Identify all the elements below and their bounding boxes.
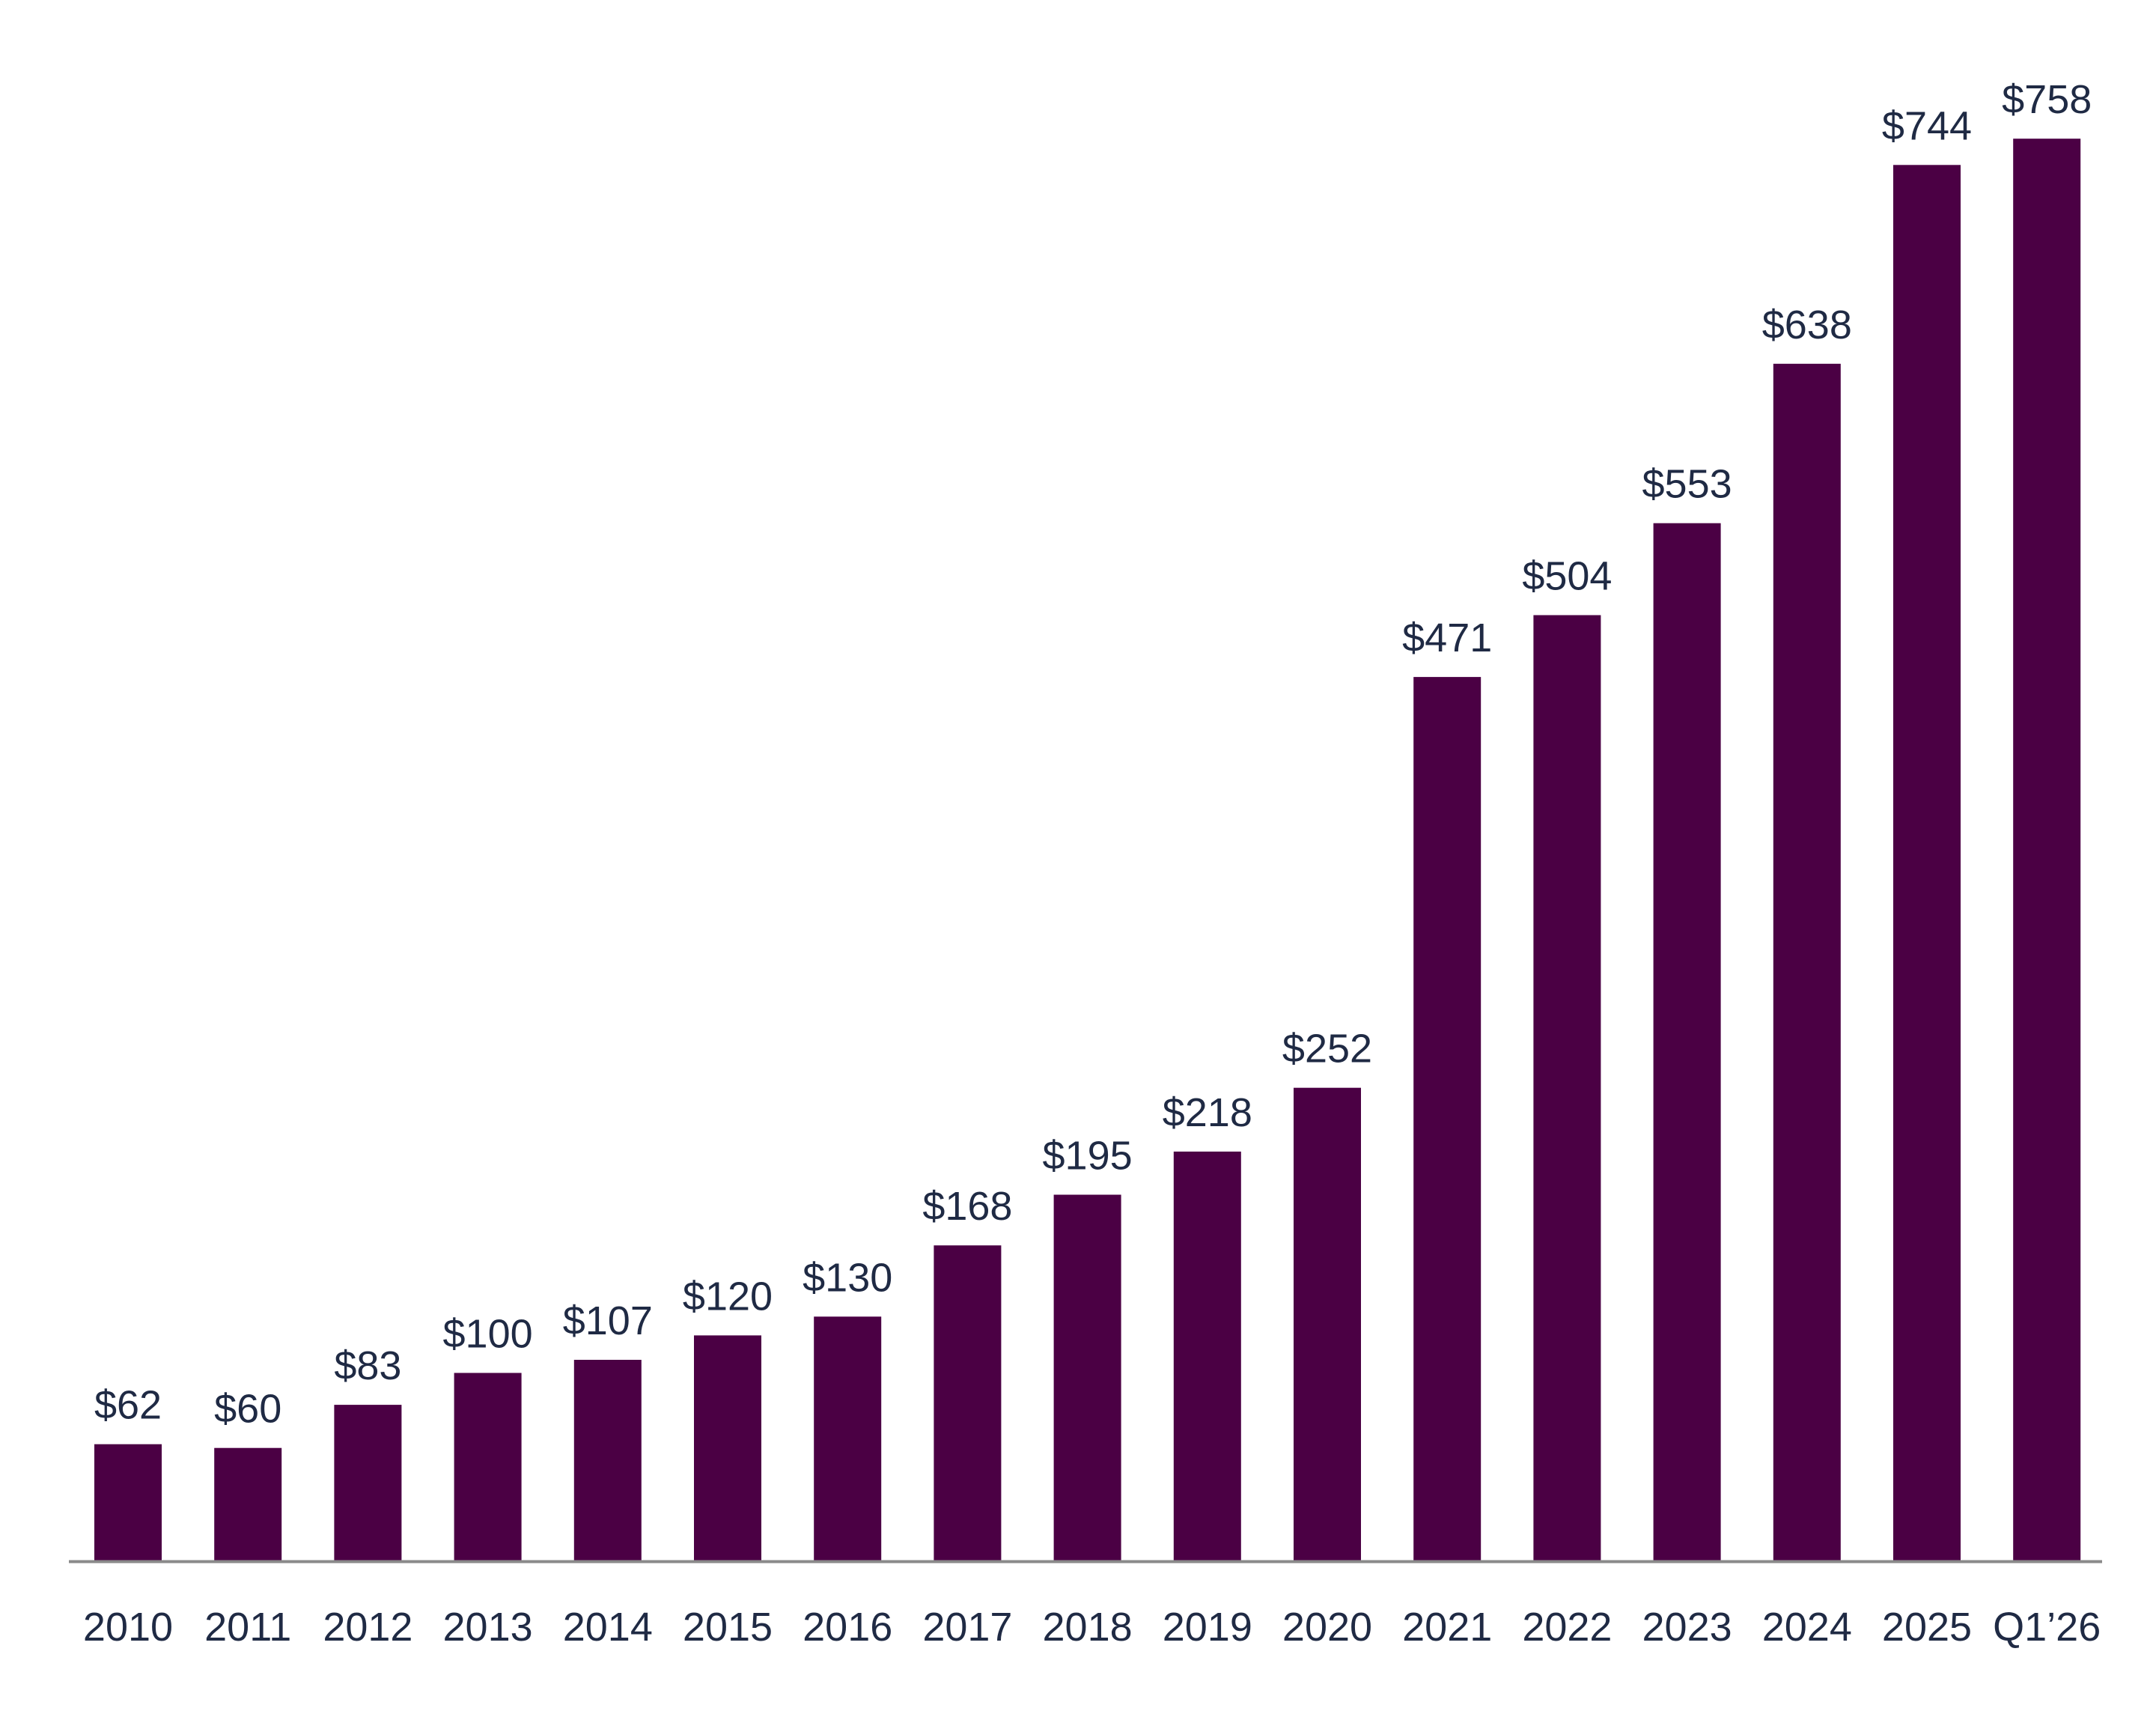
value-label-2015: $120 bbox=[683, 1274, 773, 1319]
bar-2020 bbox=[1294, 1087, 1361, 1560]
bar-2024 bbox=[1773, 363, 1841, 1560]
bar-2010 bbox=[94, 1444, 162, 1560]
bar-Q1’26 bbox=[2013, 139, 2081, 1561]
value-label-2011: $60 bbox=[214, 1387, 281, 1432]
x-tick-label-2018: 2018 bbox=[1043, 1605, 1133, 1650]
x-tick-label-2019: 2019 bbox=[1163, 1605, 1252, 1650]
x-tick-label-2023: 2023 bbox=[1642, 1605, 1732, 1650]
value-label-2020: $252 bbox=[1282, 1027, 1372, 1072]
value-labels-layer: $62 $60 $83 $100 $107 $120 $130 $168 $195 $218 $25… bbox=[94, 77, 2092, 1432]
bar-2022 bbox=[1533, 615, 1601, 1560]
value-label-2019: $218 bbox=[1163, 1090, 1252, 1135]
x-tick-label-2025: 2025 bbox=[1882, 1605, 1972, 1650]
value-label-2021: $471 bbox=[1402, 616, 1492, 660]
value-label-2013: $100 bbox=[443, 1312, 533, 1357]
bar-2013 bbox=[454, 1373, 522, 1560]
bar-2011 bbox=[214, 1447, 282, 1560]
x-tick-label-2020: 2020 bbox=[1282, 1605, 1372, 1650]
x-tick-label-2011: 2011 bbox=[204, 1605, 291, 1650]
bar-2018 bbox=[1053, 1194, 1121, 1560]
x-tick-label-2021: 2021 bbox=[1402, 1605, 1492, 1650]
bar-2025 bbox=[1893, 165, 1961, 1560]
bar-2016 bbox=[814, 1316, 882, 1560]
x-tick-label-2012: 2012 bbox=[323, 1605, 412, 1650]
bar-2019 bbox=[1173, 1151, 1241, 1560]
value-label-2022: $504 bbox=[1522, 554, 1612, 599]
bars-layer bbox=[94, 139, 2081, 1561]
x-axis-tick-labels: 2010 2011 2012 2013 2014 2015 2016 2017 2018 2019… bbox=[83, 1605, 2101, 1650]
value-label-2018: $195 bbox=[1043, 1134, 1133, 1179]
x-tick-label-2016: 2016 bbox=[803, 1605, 892, 1650]
value-label-2024: $638 bbox=[1762, 303, 1852, 347]
value-label-Q1’26: $758 bbox=[2002, 77, 2092, 122]
value-label-2016: $130 bbox=[803, 1255, 892, 1300]
x-tick-label-2022: 2022 bbox=[1522, 1605, 1612, 1650]
value-label-2025: $744 bbox=[1882, 103, 1972, 148]
x-tick-label-2015: 2015 bbox=[683, 1605, 773, 1650]
value-label-2010: $62 bbox=[94, 1383, 162, 1428]
value-label-2012: $83 bbox=[334, 1343, 401, 1388]
bar-2023 bbox=[1653, 523, 1721, 1561]
value-label-2017: $168 bbox=[922, 1184, 1012, 1229]
value-label-2014: $107 bbox=[563, 1298, 653, 1343]
x-tick-label-2024: 2024 bbox=[1762, 1605, 1852, 1650]
x-tick-label-Q1’26: Q1’26 bbox=[1993, 1605, 2101, 1650]
x-tick-label-2010: 2010 bbox=[83, 1605, 173, 1650]
bar-2015 bbox=[694, 1335, 761, 1560]
bar-2021 bbox=[1413, 677, 1482, 1560]
x-tick-label-2013: 2013 bbox=[443, 1605, 533, 1650]
x-tick-label-2017: 2017 bbox=[922, 1605, 1012, 1650]
value-label-2023: $553 bbox=[1642, 462, 1732, 507]
bar-2012 bbox=[334, 1405, 402, 1560]
x-tick-label-2014: 2014 bbox=[563, 1605, 653, 1650]
bar-2014 bbox=[573, 1360, 642, 1560]
bar-2017 bbox=[934, 1245, 1002, 1560]
